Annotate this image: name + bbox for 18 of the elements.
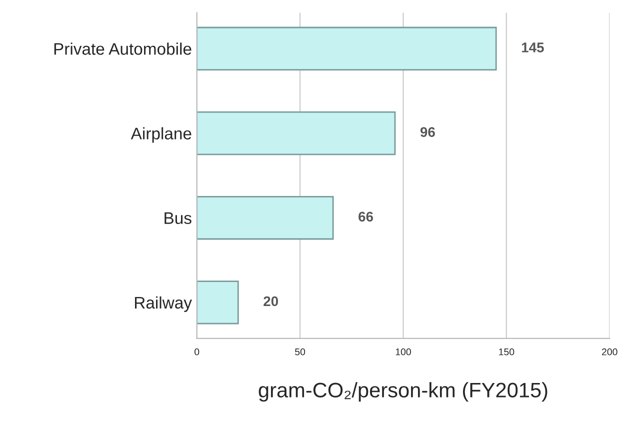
y-tick-label: Bus — [164, 212, 192, 224]
x-tick-label: 100 — [396, 348, 411, 356]
x-tick-label: 200 — [602, 348, 618, 356]
x-tick-label: 0 — [194, 348, 200, 356]
x-tick-label: 150 — [499, 348, 514, 356]
y-tick-label: Railway — [135, 296, 192, 312]
data-label: 96 — [420, 127, 435, 137]
x-tick-label: 50 — [295, 348, 306, 356]
y-tick-label: Airplane — [130, 127, 192, 143]
data-label: 145 — [522, 42, 544, 52]
bar — [196, 111, 396, 156]
data-label: 20 — [264, 296, 278, 306]
x-axis-title: gram-CO₂/person-km (FY2015) — [258, 382, 548, 402]
bar — [196, 280, 239, 324]
bar — [196, 196, 334, 240]
bar — [196, 26, 497, 70]
data-label: 66 — [358, 212, 374, 222]
y-tick-label: Private Automobile — [54, 42, 192, 55]
